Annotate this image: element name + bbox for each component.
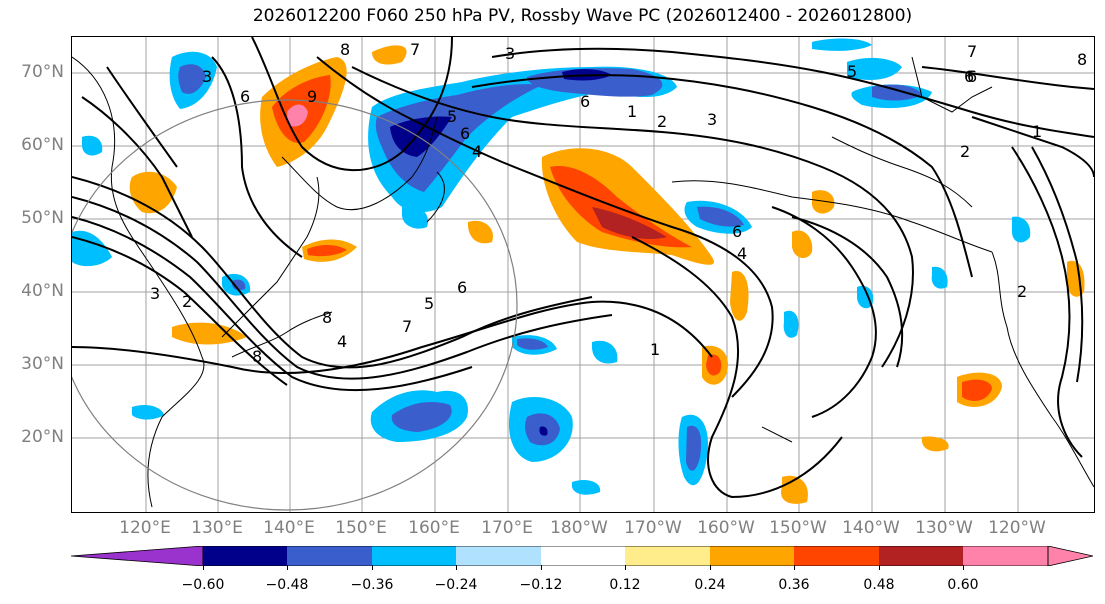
colorbar-tick	[456, 565, 457, 570]
contour-label: 2	[657, 112, 667, 131]
positive-anomaly-fills	[129, 45, 1085, 504]
colorbar-swatch	[794, 546, 879, 566]
contour-label: 3	[505, 44, 515, 63]
colorbar-tick	[203, 565, 204, 570]
lat-label: 70°N	[21, 62, 64, 82]
colorbar-swatch	[287, 546, 372, 566]
colorbar-tick-label: 0.36	[778, 577, 810, 593]
colorbar-tick-label: −0.48	[265, 577, 309, 593]
lon-label: 120°W	[988, 518, 1046, 538]
contour-label: 8	[1077, 50, 1087, 69]
contour-label: 3	[150, 284, 160, 303]
lon-label: 140°E	[263, 518, 315, 538]
colorbar-extend-min	[71, 546, 204, 566]
contour-label: 6	[460, 124, 470, 143]
colorbar-tick	[625, 565, 626, 570]
colorbar-swatch	[372, 546, 456, 566]
lat-label: 30°N	[21, 354, 64, 374]
colorbar-tick	[541, 565, 542, 570]
lon-label: 160°W	[697, 518, 755, 538]
pv-map-canvas: 3 8 7 3 6 9 5 6 4 6 1 2 3 6 2 5 6 4 8 3 …	[72, 37, 1094, 512]
contour-label: 8	[322, 308, 332, 327]
contour-label: 8	[252, 347, 262, 366]
lon-label: 140°W	[842, 518, 900, 538]
colorbar-tick	[710, 565, 711, 570]
contour-label: 5	[424, 294, 434, 313]
colorbar-border	[202, 546, 1049, 566]
wave-packet-circle	[72, 99, 518, 511]
colorbar-swatch	[963, 546, 1048, 566]
lon-label: 180°W	[550, 518, 608, 538]
contour-label: 3	[707, 110, 717, 129]
negative-anomaly-fills	[72, 38, 1031, 495]
colorbar-tick-label: 0.24	[694, 577, 726, 593]
colorbar-tick-label: 0.60	[947, 577, 979, 593]
colorbar-swatch	[203, 546, 287, 566]
contour-label: 9	[307, 87, 317, 106]
contour-label: 6	[964, 67, 974, 86]
lon-label: 150°W	[769, 518, 827, 538]
contour-label: 8	[340, 40, 350, 59]
lon-label: 120°E	[119, 518, 171, 538]
contour-label: 7	[967, 42, 977, 61]
colorbar-extend-max	[1047, 546, 1093, 566]
lon-label: 170°E	[481, 518, 533, 538]
contour-label: 6	[457, 278, 467, 297]
colorbar-tick-label: −0.60	[181, 577, 225, 593]
colorbar-swatch	[456, 546, 541, 566]
colorbar-swatch	[541, 546, 625, 566]
colorbar-tick-label: −0.12	[519, 577, 563, 593]
contour-label: 3	[202, 67, 212, 86]
colorbar-tick	[794, 565, 795, 570]
contour-label: 7	[402, 317, 412, 336]
contour-label: 5	[847, 62, 857, 81]
contour-label: 1	[1032, 122, 1042, 141]
contour-label: 4	[337, 332, 347, 351]
contour-label: 6	[240, 87, 250, 106]
lat-label: 20°N	[21, 427, 64, 447]
lat-label: 50°N	[21, 208, 64, 228]
colorbar-tick-label: 0.12	[609, 577, 641, 593]
contour-label: 6	[967, 67, 977, 86]
lat-label: 40°N	[21, 281, 64, 301]
lat-label: 60°N	[21, 135, 64, 155]
colorbar	[71, 546, 1093, 566]
contour-label: 2	[960, 142, 970, 161]
contour-label: 4	[472, 142, 482, 161]
map-title: 2026012200 F060 250 hPa PV, Rossby Wave …	[252, 6, 913, 26]
colorbar-tick	[287, 565, 288, 570]
lon-label: 130°E	[191, 518, 243, 538]
lon-label: 170°W	[624, 518, 682, 538]
contour-label: 4	[737, 244, 747, 263]
contour-label: 6	[580, 92, 590, 111]
contour-label: 6	[732, 222, 742, 241]
contour-label: 1	[650, 340, 660, 359]
colorbar-tick	[963, 565, 964, 570]
colorbar-tick-label: −0.36	[350, 577, 394, 593]
coastlines	[72, 56, 1094, 508]
contour-label: 7	[410, 40, 420, 59]
contour-label: 2	[1017, 282, 1027, 301]
colorbar-swatch	[625, 546, 710, 566]
pv-contours	[72, 37, 1094, 499]
colorbar-tick	[372, 565, 373, 570]
contour-label: 1	[627, 102, 637, 121]
map-plot-area: 3 8 7 3 6 9 5 6 4 6 1 2 3 6 2 5 6 4 8 3 …	[71, 36, 1095, 513]
colorbar-swatch	[879, 546, 963, 566]
contour-label-group: 3 8 7 3 6 9 5 6 4 6 1 2 3 6 2 5 6 4 8 3 …	[150, 40, 1087, 366]
colorbar-tick	[879, 565, 880, 570]
contour-label: 5	[447, 107, 457, 126]
lon-label: 130°W	[915, 518, 973, 538]
colorbar-tick-label: 0.48	[863, 577, 895, 593]
lon-label: 160°E	[408, 518, 460, 538]
lon-label: 150°E	[335, 518, 387, 538]
colorbar-swatch	[710, 546, 794, 566]
contour-label: 2	[182, 292, 192, 311]
colorbar-tick-label: −0.24	[434, 577, 478, 593]
